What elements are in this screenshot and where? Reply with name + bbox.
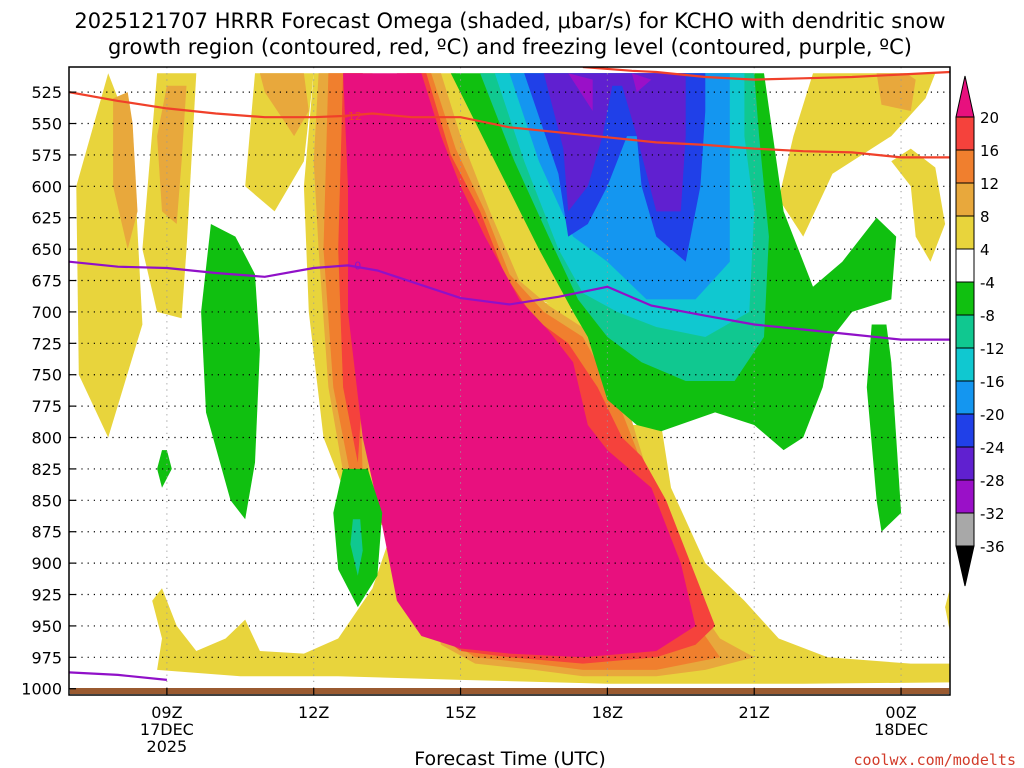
source-credit: coolwx.com/modelts — [853, 751, 1016, 768]
colorbar-swatch-10 — [955, 413, 975, 448]
contour-label-2: 0 — [354, 259, 361, 272]
y-tick-label-825: 825 — [31, 460, 62, 479]
colorbar: 20 16 12 8 4 -4 -8 -12 -16 -20 -24 -28 -32 -36 — [955, 75, 1005, 587]
chart-title-line-1: 2025121707 HRRR Forecast Omega (shaded, … — [74, 9, 945, 33]
omega-region-24 — [866, 324, 902, 532]
omega-region-11 — [259, 73, 309, 137]
omega-region-7 — [891, 148, 946, 262]
colorbar-label-12: -32 — [980, 505, 1005, 523]
colorbar-label-10: -24 — [980, 439, 1005, 457]
y-tick-label-725: 725 — [31, 334, 62, 353]
colorbar-top-arrow — [955, 75, 975, 118]
omega-region-31 — [568, 73, 593, 111]
grid-lines — [69, 67, 950, 695]
y-tick-label-700: 700 — [31, 303, 62, 322]
colorbar-swatch-8 — [955, 347, 975, 382]
omega-region-14 — [876, 73, 916, 111]
colorbar-label-3: 8 — [980, 208, 990, 226]
x-tick-label-24-0: 00Z — [885, 703, 916, 722]
plot-frame — [68, 66, 951, 696]
omega-region-9 — [113, 92, 138, 250]
colorbar-label-7: -12 — [980, 340, 1005, 358]
x-tick-label-9-2: 2025 — [147, 737, 188, 756]
x-tick-label-12-0: 12Z — [298, 703, 329, 722]
y-tick-label-900: 900 — [31, 554, 62, 573]
colorbar-swatch-4 — [955, 215, 975, 250]
omega-region-19 — [343, 73, 696, 658]
x-tick-label-9-1: 17DEC — [140, 720, 194, 739]
omega-region-22 — [157, 450, 172, 488]
y-tick-label-650: 650 — [31, 240, 62, 259]
omega-region-20 — [201, 224, 260, 520]
y-tick-label-975: 975 — [31, 648, 62, 667]
colorbar-label-5: -4 — [980, 274, 995, 292]
y-tick-label-950: 950 — [31, 617, 62, 636]
colorbar-label-11: -28 — [980, 472, 1005, 490]
y-tick-label-775: 775 — [31, 397, 62, 416]
x-tick-label-24-1: 18DEC — [874, 720, 928, 739]
y-tick-label-625: 625 — [31, 209, 62, 228]
x-tick-label-15-0: 15Z — [445, 703, 476, 722]
x-tick-label-9-0: 09Z — [151, 703, 182, 722]
omega-region-32 — [631, 73, 652, 93]
colorbar-swatch-12 — [955, 479, 975, 514]
contour-line-2 — [69, 260, 950, 341]
y-tick-label-525: 525 — [31, 83, 62, 102]
colorbar-swatch-5 — [955, 248, 975, 283]
y-tick-label-750: 750 — [31, 366, 62, 385]
x-axis-label: Forecast Time (UTC) — [414, 748, 605, 768]
colorbar-label-4: 4 — [980, 241, 990, 259]
y-tick-label-550: 550 — [31, 115, 62, 134]
colorbar-label-9: -20 — [980, 406, 1005, 424]
colorbar-label-8: -16 — [980, 373, 1005, 391]
colorbar-label-1: 16 — [980, 142, 999, 160]
colorbar-swatch-11 — [955, 446, 975, 481]
omega-shading — [76, 73, 950, 684]
chart-title-line-2: growth region (contoured, red, ºC) and f… — [108, 35, 912, 59]
contour-lines: -12 0 — [69, 67, 950, 681]
colorbar-swatch-2 — [955, 149, 975, 184]
contour-label-0: -12 — [344, 110, 362, 123]
y-tick-label-575: 575 — [31, 146, 62, 165]
colorbar-label-2: 12 — [980, 175, 999, 193]
y-tick-label-600: 600 — [31, 177, 62, 196]
y-tick-label-800: 800 — [31, 429, 62, 448]
contour-line-1 — [582, 67, 950, 81]
colorbar-swatch-9 — [955, 380, 975, 415]
colorbar-label-6: -8 — [980, 307, 995, 325]
colorbar-label-0: 20 — [980, 109, 999, 127]
colorbar-swatch-1 — [955, 116, 975, 151]
colorbar-swatch-7 — [955, 314, 975, 349]
omega-region-10 — [157, 85, 187, 224]
omega-region-30 — [543, 73, 686, 212]
contour-line-3 — [69, 671, 168, 681]
omega-region-26 — [350, 519, 363, 576]
colorbar-swatch-13 — [955, 512, 975, 547]
y-tick-label-675: 675 — [31, 272, 62, 291]
x-tick-label-21-0: 21Z — [739, 703, 770, 722]
contour-line-0 — [69, 91, 950, 159]
omega-region-8 — [945, 588, 950, 633]
y-axis: 525 550 575 600 625 650 675 700 725 750 775 800 825 8… — [21, 83, 76, 699]
colorbar-swatch-6 — [955, 281, 975, 316]
y-tick-label-1000: 1000 — [21, 680, 62, 699]
y-tick-label-925: 925 — [31, 586, 62, 605]
colorbar-swatch-3 — [955, 182, 975, 217]
colorbar-bottom-arrow — [955, 545, 975, 587]
colorbar-label-13: -36 — [980, 538, 1005, 556]
ground-strip — [70, 688, 949, 694]
x-tick-label-18-0: 18Z — [592, 703, 623, 722]
y-tick-label-850: 850 — [31, 491, 62, 510]
y-tick-label-875: 875 — [31, 523, 62, 542]
